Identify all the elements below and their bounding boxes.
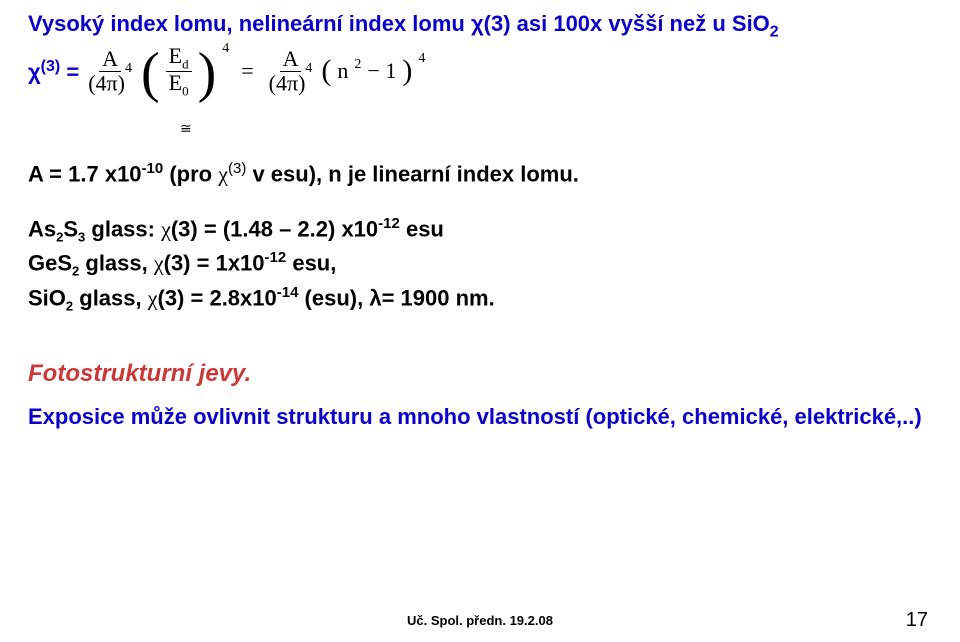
la-a: A = 1.7 x10 xyxy=(28,162,142,187)
frac2-num: A xyxy=(280,48,302,71)
ed: Ed xyxy=(166,45,192,72)
la-n: n xyxy=(328,162,341,187)
line-as2s3: As2S3 glass: χ(3) = (1.48 – 2.2) x10-12 … xyxy=(28,213,932,248)
frac2-den-sup: 4 xyxy=(305,61,312,76)
as-c: glass: xyxy=(85,216,161,241)
n: n xyxy=(337,58,348,84)
expo-text: Exposice může ovlivnit strukturu a mnoho… xyxy=(28,402,932,433)
lparen2-icon: ( xyxy=(321,54,331,88)
minus1: − 1 xyxy=(367,58,396,84)
ge-esu: esu, xyxy=(286,251,336,276)
ge-sup: -12 xyxy=(265,249,287,266)
n-sup: 2 xyxy=(354,57,361,73)
as-a: As xyxy=(28,216,56,241)
frac-2: A (4π)4 xyxy=(266,48,316,94)
frac2-den-a: (4π) xyxy=(269,70,306,95)
page-number: 17 xyxy=(906,609,928,632)
ed-e: E xyxy=(169,43,182,68)
chi3-sup: (3) xyxy=(41,58,61,75)
footer-text: Uč. Spol. předn. 19.2.08 xyxy=(0,613,960,628)
si-tail: (esu), λ= 1900 nm. xyxy=(298,285,494,310)
line-a: A = 1.7 x10-10 (pro χ(3) v esu), n je li… xyxy=(28,158,932,190)
la-chi-sup: (3) xyxy=(228,160,246,177)
chi3-eq: = xyxy=(60,59,79,84)
frac-1: A (4π)4 xyxy=(85,48,135,94)
ge-b: glass, xyxy=(79,251,154,276)
eq-mid: = xyxy=(241,58,253,84)
ge-cp: (3) = 1x10 xyxy=(164,251,265,276)
ge-a: GeS xyxy=(28,251,72,276)
page-title: Vysoký index lomu, nelineární index lomu… xyxy=(28,10,932,43)
si-sup: -14 xyxy=(277,284,299,301)
as-chi: χ xyxy=(161,216,171,241)
approx-symbol: ≅ xyxy=(180,121,932,138)
frac1-den-a: (4π) xyxy=(88,70,125,95)
la-b: (pro xyxy=(163,162,218,187)
e0-e: E xyxy=(169,70,182,95)
title-prefix: Vysoký index lomu, nelineární index lomu xyxy=(28,11,471,36)
rparen-icon: ) xyxy=(198,51,217,96)
title-chi-exp: (3) asi 100x vyšší než u SiO xyxy=(484,11,770,36)
e0: E0 xyxy=(166,72,192,98)
frac1-num: A xyxy=(99,48,121,71)
si-chi: χ xyxy=(148,285,158,310)
as-sup: -12 xyxy=(378,215,400,232)
frac1-den: (4π)4 xyxy=(85,72,135,95)
frac1-den-sup: 4 xyxy=(125,61,132,76)
lparen-icon: ( xyxy=(141,51,160,96)
outer-sup: 4 xyxy=(222,41,229,57)
as-cp: (3) = (1.48 – 2.2) x10 xyxy=(171,216,378,241)
formula-body: A (4π)4 ( Ed E0 ) 4 = A (4π)4 xyxy=(85,45,425,97)
e0-0: 0 xyxy=(182,83,189,98)
chi3-symbol: χ(3) = xyxy=(28,58,79,85)
title-chi: χ xyxy=(471,11,484,36)
rparen2-icon: ) xyxy=(402,54,412,88)
si-cp: (3) = 2.8x10 xyxy=(158,285,277,310)
line-ges2: GeS2 glass, χ(3) = 1x10-12 esu, xyxy=(28,247,932,282)
as-esu: esu xyxy=(400,216,444,241)
la-c: v esu), xyxy=(246,162,328,187)
as-b: S xyxy=(63,216,78,241)
si-b: glass, xyxy=(73,285,148,310)
la-sup: -10 xyxy=(142,160,164,177)
chi: χ xyxy=(28,59,41,84)
line-sio2: SiO2 glass, χ(3) = 2.8x10-14 (esu), λ= 1… xyxy=(28,282,932,317)
la-d: je linearní index lomu. xyxy=(342,162,579,187)
si-a: SiO xyxy=(28,285,66,310)
ed-d: d xyxy=(182,57,189,72)
foto-heading: Fotostrukturní jevy. xyxy=(28,360,932,388)
frac-ed-e0: Ed E0 xyxy=(166,45,192,97)
title-sio2-sub: 2 xyxy=(770,23,779,40)
formula-row: χ(3) = A (4π)4 ( Ed E0 ) 4 = xyxy=(28,45,932,97)
ge-chi: χ xyxy=(154,251,164,276)
frac2-den: (4π)4 xyxy=(266,72,316,95)
outer-sup2: 4 xyxy=(418,51,425,67)
la-chi: χ xyxy=(218,162,228,187)
